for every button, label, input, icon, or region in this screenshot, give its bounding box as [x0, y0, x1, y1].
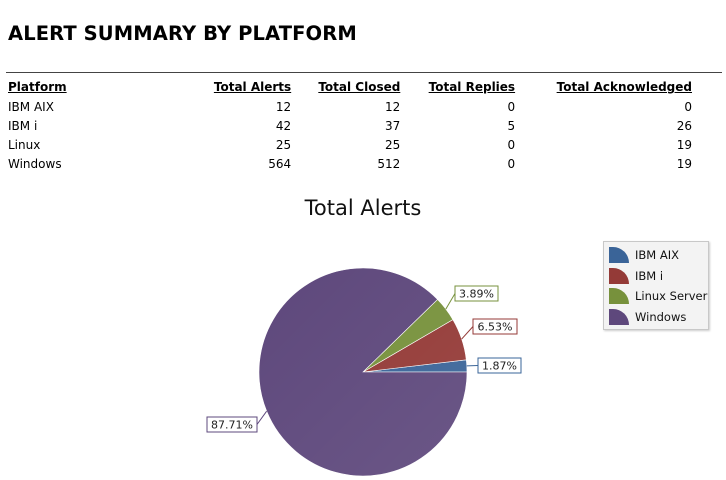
chart-title: Total Alerts — [304, 196, 422, 220]
cell-total-replies: 0 — [507, 156, 516, 171]
legend-label: Windows — [635, 309, 687, 324]
leader-line — [445, 293, 456, 310]
header-total-replies: Total Replies — [428, 80, 516, 94]
header-platform: Platform — [8, 80, 67, 94]
cell-total-alerts: 42 — [275, 118, 292, 133]
table-row: IBM AIX 12 12 0 0 — [6, 97, 694, 116]
slice-label-box — [206, 416, 258, 433]
cell-total-acknowledged: 0 — [684, 99, 692, 114]
legend-swatch-windows — [609, 308, 629, 325]
slice-label-box — [454, 285, 499, 302]
legend-label: IBM i — [635, 268, 664, 283]
header-total-alerts: Total Alerts — [213, 80, 292, 94]
slice-label-box — [472, 318, 518, 335]
cell-total-replies: 0 — [507, 137, 516, 152]
table-row: Linux 25 25 0 19 — [6, 135, 694, 154]
pie-slice-windows — [258, 267, 468, 477]
slice-label-ibm-i: 6.53% — [478, 321, 513, 334]
cell-platform: Windows — [8, 156, 62, 171]
cell-total-acknowledged: 26 — [676, 118, 692, 133]
cell-total-alerts: 564 — [268, 156, 292, 171]
header-divider — [6, 72, 722, 73]
slice-label-linux-server: 3.89% — [459, 288, 494, 301]
legend-swatch-linux-server — [609, 288, 629, 305]
legend-item: IBM i — [604, 266, 708, 287]
report-title: ALERT SUMMARY BY PLATFORM — [8, 22, 357, 45]
header-total-acknowledged: Total Acknowledged — [556, 80, 692, 94]
legend-swatch-ibm-i — [609, 267, 629, 284]
cell-total-closed: 512 — [377, 156, 401, 171]
legend-item: Windows — [604, 307, 708, 328]
leader-line — [256, 410, 268, 425]
cell-total-alerts: 25 — [275, 137, 292, 152]
cell-total-acknowledged: 19 — [676, 137, 692, 152]
legend-item: Linux Server — [604, 286, 708, 307]
cell-total-replies: 0 — [507, 99, 516, 114]
slice-label-ibm-aix: 1.87% — [482, 360, 517, 373]
chart-legend: IBM AIX IBM i Linux Server Windows — [603, 241, 709, 330]
cell-platform: IBM AIX — [8, 99, 54, 114]
cell-total-replies: 5 — [507, 118, 516, 133]
cell-platform: IBM i — [8, 118, 38, 133]
cell-total-acknowledged: 19 — [676, 156, 692, 171]
cell-total-closed: 12 — [385, 99, 401, 114]
leader-line — [461, 326, 474, 340]
legend-label: Linux Server — [635, 289, 708, 304]
legend-label: IBM AIX — [635, 248, 679, 263]
cell-platform: Linux — [8, 137, 41, 152]
cell-total-alerts: 12 — [275, 99, 292, 114]
cell-total-closed: 37 — [385, 118, 401, 133]
table-header-row: Platform Total Alerts Total Closed Total… — [6, 78, 694, 97]
legend-swatch-ibm-aix — [609, 247, 629, 264]
slice-label-box — [477, 357, 522, 374]
header-total-closed: Total Closed — [318, 80, 401, 94]
slice-label-windows: 87.71% — [211, 419, 253, 432]
legend-item: IBM AIX — [604, 245, 708, 266]
cell-total-closed: 25 — [385, 137, 401, 152]
table-row: IBM i 42 37 5 26 — [6, 116, 694, 135]
table-row: Windows 564 512 0 19 — [6, 154, 694, 173]
alert-summary-table: Platform Total Alerts Total Closed Total… — [6, 78, 694, 173]
